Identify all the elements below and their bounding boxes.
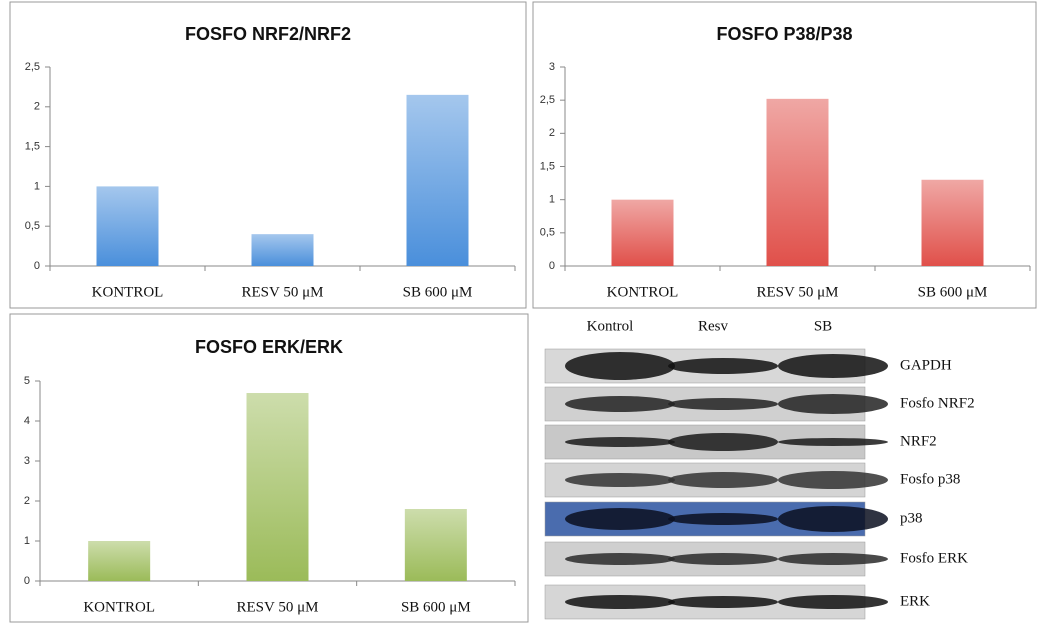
y-tick-label: 0,5	[540, 227, 555, 239]
bar	[766, 98, 829, 266]
blot-band	[778, 595, 888, 609]
blot-band	[668, 596, 778, 608]
bar	[406, 94, 469, 266]
x-tick-label: KONTROL	[92, 284, 164, 300]
blot-band	[778, 394, 888, 414]
blot-band	[668, 433, 778, 451]
bar	[404, 509, 467, 581]
x-tick-label: KONTROL	[607, 284, 679, 300]
bar	[611, 199, 674, 266]
row-label: Fosfo p38	[900, 471, 960, 487]
chart-title: FOSFO ERK/ERK	[195, 337, 343, 357]
blot-band	[565, 352, 675, 380]
x-tick-label: RESV 50 μM	[757, 284, 839, 300]
chart-title: FOSFO NRF2/NRF2	[185, 24, 351, 44]
y-tick-label: 1,5	[540, 160, 555, 172]
bar	[88, 541, 151, 581]
bar	[96, 186, 159, 266]
y-tick-label: 1,5	[25, 141, 40, 153]
y-tick-label: 1	[549, 194, 555, 206]
blot-band	[565, 553, 675, 565]
bar	[246, 393, 309, 581]
y-tick-label: 0	[549, 260, 555, 272]
chart-frame	[9, 1, 527, 309]
y-tick-label: 0	[34, 260, 40, 272]
blot-band	[778, 506, 888, 532]
row-label: GAPDH	[900, 357, 952, 373]
blot-band	[778, 354, 888, 378]
blot-band	[565, 595, 675, 609]
x-tick-label: SB 600 μM	[401, 599, 471, 615]
y-tick-label: 2,5	[540, 94, 555, 106]
row-label: Fosfo NRF2	[900, 395, 975, 411]
blot-band	[778, 438, 888, 446]
blot-band	[668, 553, 778, 565]
chart-title: FOSFO P38/P38	[716, 24, 852, 44]
x-tick-label: SB 600 μM	[403, 284, 473, 300]
x-tick-label: RESV 50 μM	[237, 599, 319, 615]
blot-band	[565, 396, 675, 412]
row-label: Fosfo ERK	[900, 550, 968, 566]
blot-band	[778, 471, 888, 489]
y-tick-label: 4	[24, 415, 30, 427]
x-tick-label: KONTROL	[83, 599, 155, 615]
y-tick-label: 0,5	[25, 220, 40, 232]
bar	[921, 179, 984, 266]
x-tick-label: SB 600 μM	[918, 284, 988, 300]
x-tick-label: RESV 50 μM	[242, 284, 324, 300]
blot-band	[668, 398, 778, 410]
lane-label: Resv	[698, 318, 729, 334]
blot-band	[668, 513, 778, 525]
bar	[251, 234, 314, 266]
blot-band	[778, 553, 888, 565]
blot-band	[668, 358, 778, 374]
y-tick-label: 0	[24, 575, 30, 587]
y-tick-label: 2	[549, 127, 555, 139]
blot-band	[565, 473, 675, 487]
y-tick-label: 1	[24, 535, 30, 547]
row-label: p38	[900, 510, 923, 526]
y-tick-label: 3	[549, 61, 555, 73]
blot-band	[668, 472, 778, 488]
chart-frame	[9, 313, 529, 623]
blot-band	[565, 437, 675, 447]
blot-band	[565, 508, 675, 530]
y-tick-label: 2	[24, 495, 30, 507]
row-label: ERK	[900, 593, 930, 609]
row-label: NRF2	[900, 433, 937, 449]
y-tick-label: 1	[34, 180, 40, 192]
y-tick-label: 2,5	[25, 61, 40, 73]
y-tick-label: 5	[24, 375, 30, 387]
y-tick-label: 3	[24, 455, 30, 467]
lane-label: SB	[814, 318, 832, 334]
y-tick-label: 2	[34, 101, 40, 113]
lane-label: Kontrol	[587, 318, 634, 334]
chart-frame	[532, 1, 1037, 309]
